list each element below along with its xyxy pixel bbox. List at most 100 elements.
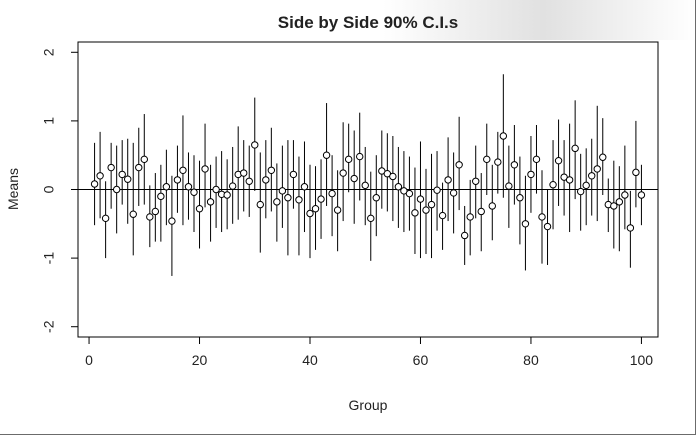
- mean-point: [394, 183, 403, 191]
- mean-point: [449, 189, 458, 197]
- mean-point: [416, 195, 425, 203]
- mean-point: [516, 194, 524, 202]
- mean-point: [593, 165, 601, 173]
- mean-point: [521, 220, 530, 228]
- mean-point: [251, 141, 259, 149]
- mean-point: [532, 155, 541, 164]
- mean-point: [505, 182, 513, 190]
- mean-point: [135, 163, 143, 172]
- mean-point: [444, 176, 452, 184]
- mean-point: [184, 183, 193, 191]
- mean-point: [284, 194, 292, 202]
- mean-point: [173, 176, 182, 184]
- mean-point: [190, 188, 198, 196]
- mean-point: [90, 180, 99, 188]
- mean-point: [240, 169, 248, 177]
- mean-point: [621, 191, 629, 199]
- mean-point: [228, 182, 237, 190]
- mean-point: [554, 156, 563, 165]
- mean-point: [262, 176, 270, 184]
- mean-point: [527, 170, 535, 179]
- mean-point: [538, 213, 546, 221]
- ci-marks: [90, 74, 646, 276]
- mean-point: [118, 170, 126, 179]
- mean-point: [422, 206, 430, 214]
- mean-point: [543, 222, 552, 231]
- mean-point: [295, 196, 303, 204]
- mean-point: [615, 198, 624, 206]
- mean-point: [317, 195, 325, 203]
- mean-point: [510, 161, 519, 169]
- mean-point: [267, 166, 276, 174]
- x-tick-label: 60: [413, 352, 429, 368]
- mean-point: [433, 186, 441, 194]
- mean-point: [162, 183, 171, 191]
- x-axis: 0 20 40 60 80 100: [85, 336, 654, 368]
- mean-point: [179, 166, 187, 174]
- mean-point: [372, 194, 380, 202]
- mean-point: [427, 200, 436, 209]
- mean-point: [212, 185, 220, 194]
- mean-point: [256, 200, 264, 209]
- mean-point: [549, 180, 557, 189]
- mean-point: [322, 151, 331, 159]
- mean-point: [460, 231, 469, 240]
- mean-point: [438, 211, 447, 220]
- y-tick-label: 1: [41, 117, 57, 125]
- mean-point: [626, 224, 635, 232]
- mean-point: [195, 205, 204, 213]
- mean-point: [466, 213, 474, 221]
- mean-point: [367, 214, 375, 223]
- mean-point: [306, 209, 314, 218]
- mean-point: [405, 189, 414, 198]
- mean-point: [107, 163, 115, 172]
- x-tick-label: 40: [302, 352, 318, 368]
- mean-point: [101, 214, 110, 223]
- mean-point: [129, 210, 137, 218]
- mean-point: [273, 198, 281, 206]
- mean-point: [571, 144, 579, 153]
- mean-point: [565, 176, 574, 184]
- mean-point: [157, 192, 165, 201]
- chart-title: Side by Side 90% C.I.s: [278, 13, 458, 32]
- mean-point: [278, 187, 287, 195]
- mean-point: [124, 175, 132, 183]
- y-axis-label: Means: [5, 168, 21, 210]
- mean-point: [477, 207, 485, 216]
- mean-point: [206, 198, 215, 206]
- mean-point: [576, 187, 585, 196]
- mean-point: [494, 158, 502, 166]
- mean-point: [472, 177, 480, 185]
- mean-point: [588, 172, 596, 180]
- mean-point: [411, 209, 419, 217]
- mean-point: [146, 213, 154, 221]
- mean-point: [389, 172, 397, 181]
- mean-point: [151, 207, 160, 216]
- x-tick-label: 80: [523, 352, 539, 368]
- y-tick-label: 0: [41, 185, 57, 193]
- mean-point: [96, 172, 104, 180]
- mean-point: [311, 205, 320, 213]
- x-tick-label: 100: [630, 352, 654, 368]
- mean-point: [333, 206, 342, 214]
- mean-point: [168, 217, 176, 225]
- x-tick-label: 0: [85, 352, 93, 368]
- mean-point: [599, 153, 607, 161]
- mean-point: [582, 181, 590, 190]
- y-axis: -2 -1 0 1 2: [41, 48, 79, 333]
- mean-point: [112, 185, 121, 194]
- mean-point: [483, 155, 491, 164]
- mean-point: [356, 152, 364, 161]
- mean-point: [610, 202, 618, 210]
- mean-point: [140, 155, 148, 164]
- mean-point: [632, 168, 640, 177]
- mean-point: [223, 191, 231, 199]
- y-tick-label: -1: [41, 252, 57, 265]
- mean-point: [300, 183, 309, 191]
- mean-point: [499, 132, 508, 140]
- mean-point: [328, 189, 336, 198]
- mean-point: [637, 191, 646, 199]
- mean-point: [201, 165, 209, 173]
